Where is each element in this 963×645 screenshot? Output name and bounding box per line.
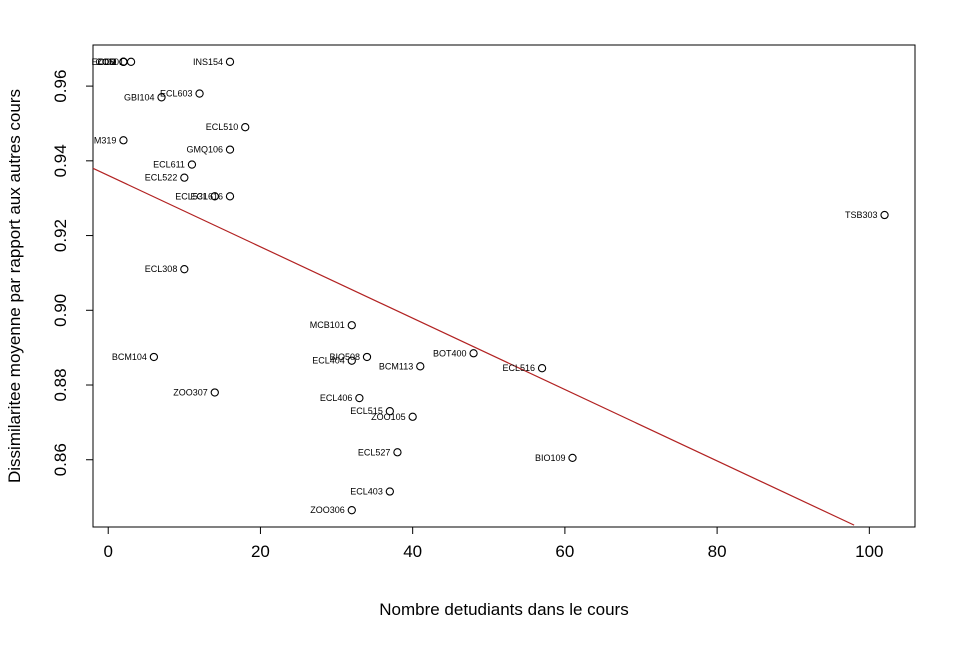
point-label: ECL516 xyxy=(503,363,536,373)
point-label: BCM104 xyxy=(112,352,147,362)
point-label: GBI104 xyxy=(124,92,155,102)
data-point xyxy=(537,364,547,373)
y-tick-label: 0.96 xyxy=(51,70,70,103)
point-label: ECL308 xyxy=(145,264,178,274)
x-tick-label: 80 xyxy=(708,542,727,561)
point-label: BIO109 xyxy=(535,453,566,463)
data-point xyxy=(362,352,372,362)
y-tick-label: 0.86 xyxy=(51,443,70,476)
y-tick-label: 0.88 xyxy=(51,368,70,401)
point-label: ECL403 xyxy=(350,487,383,497)
point-label: COM xyxy=(95,57,116,67)
point-label: ECL406 xyxy=(320,393,353,403)
y-tick-label: 0.94 xyxy=(51,144,70,177)
regression-line xyxy=(92,167,855,526)
point-label: ECL522 xyxy=(145,173,178,183)
data-point xyxy=(347,356,356,365)
data-point xyxy=(385,407,394,416)
point-label: ZOO307 xyxy=(173,387,208,397)
data-point xyxy=(126,57,136,66)
point-label: CO1 xyxy=(98,57,117,67)
data-point xyxy=(880,210,889,220)
point-label: ECL531 xyxy=(175,191,208,201)
point-label: ZOO306 xyxy=(310,505,345,515)
data-point xyxy=(210,388,219,397)
data-point xyxy=(210,192,219,201)
data-point xyxy=(408,412,417,421)
point-label: ECL616 xyxy=(190,191,223,201)
x-tick-label: 100 xyxy=(855,542,883,561)
point-label: ECL611 xyxy=(153,160,185,170)
y-tick-label: 0.92 xyxy=(51,219,70,252)
point-label: ECL510 xyxy=(206,122,239,132)
data-point xyxy=(347,506,356,515)
point-label: M319 xyxy=(94,135,117,145)
point-label: GMQ106 xyxy=(186,145,223,155)
point-label: BIO508 xyxy=(329,352,360,362)
x-tick-label: 60 xyxy=(555,542,574,561)
x-tick-label: 0 xyxy=(103,542,112,561)
data-point xyxy=(355,393,364,403)
data-point xyxy=(180,265,189,274)
plot-frame xyxy=(92,44,916,528)
data-point xyxy=(469,349,478,358)
x-axis: 0 20 40 60 80 100 xyxy=(103,527,884,561)
point-label: ECL501 xyxy=(92,57,125,67)
data-point xyxy=(385,487,394,496)
point-label: ZOO xyxy=(97,57,117,67)
data-point xyxy=(187,160,197,169)
data-point xyxy=(225,145,235,154)
data-point xyxy=(347,321,356,330)
point-label: INS154 xyxy=(193,57,223,67)
point-label: ECL515 xyxy=(350,406,383,416)
point-label: ECL404 xyxy=(312,356,345,366)
data-point xyxy=(241,123,250,132)
point-label: BCM113 xyxy=(379,361,413,371)
data-point xyxy=(195,89,204,98)
y-axis: 0.86 0.88 0.90 0.92 0.94 0.96 xyxy=(51,70,93,476)
point-label: BOT400 xyxy=(433,348,467,358)
x-tick-label: 40 xyxy=(403,542,422,561)
data-point xyxy=(568,453,577,463)
y-axis-title: Dissimilaritee moyenne par rapport aux a… xyxy=(5,89,24,483)
x-tick-label: 20 xyxy=(251,542,270,561)
x-axis-title: Nombre detudiants dans le cours xyxy=(379,600,628,619)
data-point xyxy=(225,57,235,66)
data-point xyxy=(157,93,166,102)
data-point xyxy=(416,362,425,371)
data-point xyxy=(393,448,402,457)
data-point xyxy=(149,352,159,362)
point-label: TSB303 xyxy=(845,210,878,220)
point-label: ZOO105 xyxy=(371,412,406,422)
data-point xyxy=(225,192,235,201)
data-point xyxy=(180,173,189,182)
y-tick-label: 0.90 xyxy=(51,294,70,327)
data-point xyxy=(119,136,128,145)
point-label: MCB101 xyxy=(310,320,345,330)
point-label: ECL527 xyxy=(358,447,391,457)
point-label: ECL603 xyxy=(160,89,193,99)
